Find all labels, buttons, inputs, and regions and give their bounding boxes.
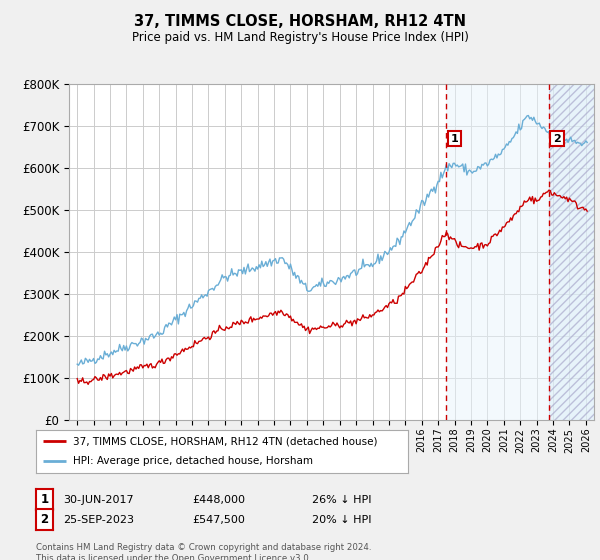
Text: 1: 1 bbox=[451, 134, 458, 143]
Text: 37, TIMMS CLOSE, HORSHAM, RH12 4TN (detached house): 37, TIMMS CLOSE, HORSHAM, RH12 4TN (deta… bbox=[73, 436, 378, 446]
Text: 2: 2 bbox=[40, 513, 49, 526]
Text: 1: 1 bbox=[40, 493, 49, 506]
Text: HPI: Average price, detached house, Horsham: HPI: Average price, detached house, Hors… bbox=[73, 456, 313, 466]
Text: 25-SEP-2023: 25-SEP-2023 bbox=[63, 515, 134, 525]
Text: £547,500: £547,500 bbox=[192, 515, 245, 525]
Text: 37, TIMMS CLOSE, HORSHAM, RH12 4TN: 37, TIMMS CLOSE, HORSHAM, RH12 4TN bbox=[134, 14, 466, 29]
Bar bbox=[549, 84, 594, 420]
Text: £448,000: £448,000 bbox=[192, 494, 245, 505]
Text: 20% ↓ HPI: 20% ↓ HPI bbox=[312, 515, 371, 525]
Bar bbox=[446, 84, 549, 420]
Text: 30-JUN-2017: 30-JUN-2017 bbox=[63, 494, 134, 505]
Text: 26% ↓ HPI: 26% ↓ HPI bbox=[312, 494, 371, 505]
Text: Price paid vs. HM Land Registry's House Price Index (HPI): Price paid vs. HM Land Registry's House … bbox=[131, 31, 469, 44]
Text: Contains HM Land Registry data © Crown copyright and database right 2024.
This d: Contains HM Land Registry data © Crown c… bbox=[36, 543, 371, 560]
Text: 2: 2 bbox=[553, 134, 561, 143]
